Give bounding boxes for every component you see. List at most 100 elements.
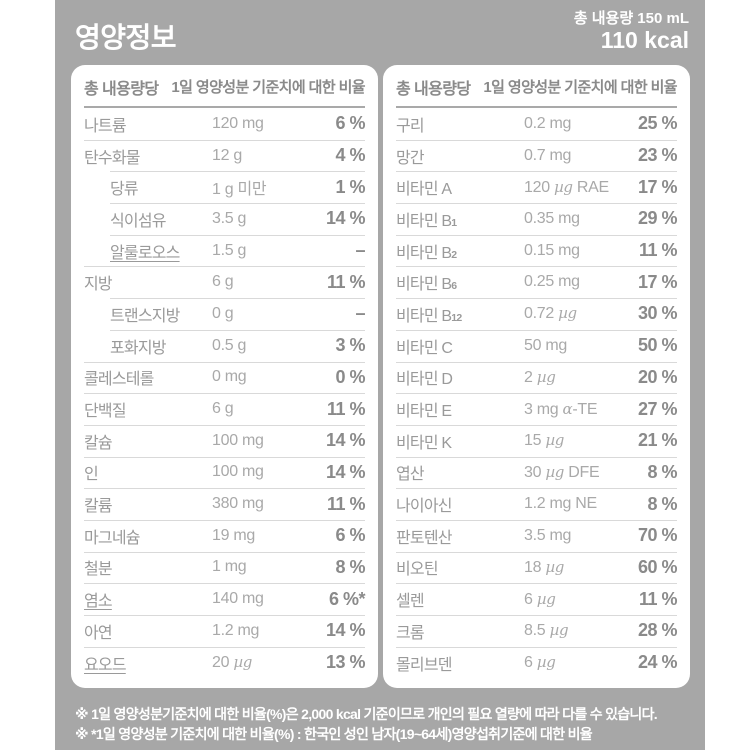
nutrient-dv-percent: 13 % [325, 652, 366, 673]
table-rows-right: 구리 0.2 mg 25 % 망간 0.7 mg 23 % 비타민 A 120 µg RAE 1… [396, 108, 678, 679]
table-row: 비타민 D 2 µg 20 % [396, 361, 678, 394]
calories-value: 110 kcal [600, 27, 689, 53]
table-row: 아연 1.2 mg 14 % [84, 615, 366, 647]
table-row: 요오드 20 µg 13 % [84, 646, 366, 679]
nutrient-dv-percent: 11 % [638, 240, 678, 261]
table-row: 마그네슘 19 mg 6 % [84, 519, 366, 552]
nutrient-amount: 50 mg [524, 336, 567, 354]
nutrient-dv-percent: 60 % [637, 556, 678, 577]
nutrient-dv-percent: 14 % [325, 430, 366, 451]
table-row: 식이섬유 3.5 g 14 % [84, 203, 366, 235]
nutrient-name: 알룰로오스 [110, 244, 180, 262]
nutrient-amount: 0.5 g [212, 336, 247, 354]
nutrient-dv-percent: 14 % [325, 461, 366, 482]
nutrient-amount: 3 mg α-TE [524, 399, 598, 418]
nutrient-amount: 120 µg RAE [524, 177, 609, 196]
table-row: 나이아신 1.2 mg NE 8 % [396, 488, 678, 520]
nutrient-name: 콜레스테롤 [84, 371, 154, 389]
nutrient-amount: 0 g [212, 304, 234, 322]
nutrient-amount: 6 g [212, 273, 234, 291]
nutrient-amount: 2 µg [524, 367, 556, 386]
table-row: 비타민 B12 0.72 µg 30 % [396, 298, 678, 330]
nutrient-name: 칼륨 [84, 498, 113, 516]
nutrient-amount: 19 mg [212, 526, 255, 544]
table-header-right: 총 내용량당 1일 영양성분 기준치에 대한 비율 [396, 67, 678, 108]
nutrient-name: 식이섬유 [110, 212, 166, 230]
nutrient-amount: 140 mg [212, 590, 264, 608]
panel-header: 영양정보 총 내용량 150 mL 110 kcal [55, 0, 705, 63]
nutrient-dv-percent: 8 % [647, 493, 677, 514]
table-row: 당류 1 g 미만 1 % [84, 171, 366, 203]
nutrient-name: 비타민 B1 [396, 212, 457, 230]
nutrient-amount: 1.2 mg NE [524, 495, 597, 513]
nutrient-dv-percent: 28 % [637, 620, 678, 641]
column-header-per-serving: 총 내용량당 [396, 80, 471, 98]
nutrient-name: 단백질 [84, 403, 127, 421]
nutrient-amount: 6 µg [524, 589, 556, 608]
table-header-left: 총 내용량당 1일 영양성분 기준치에 대한 비율 [84, 67, 366, 108]
nutrient-dv-percent: 11 % [638, 588, 678, 609]
total-volume: 총 내용량 150 mL [573, 10, 689, 27]
nutrient-name: 탄수화물 [84, 149, 140, 167]
nutrient-amount: 3.5 mg [524, 526, 572, 544]
nutrient-dv-percent: 25 % [637, 113, 678, 134]
footnote-asterisk: ※ *1일 영양성분 기준치에 대한 비율(%) : 한국인 성인 남자(19~… [75, 725, 593, 742]
table-row: 크롬 8.5 µg 28 % [396, 615, 678, 647]
nutrient-name: 염소 [84, 593, 113, 611]
nutrient-amount: 18 µg [524, 557, 565, 576]
nutrient-dv-percent: 23 % [637, 145, 678, 166]
nutrient-amount: 30 µg DFE [524, 462, 600, 481]
nutrient-dv-percent: 11 % [326, 493, 366, 514]
nutrient-amount: 0.72 µg [524, 304, 577, 323]
table-row: 염소 140 mg 6 %* [84, 583, 366, 615]
nutrient-name: 몰리브덴 [396, 656, 452, 674]
nutrient-name: 요오드 [84, 656, 127, 674]
nutrient-dv-percent: 1 % [335, 176, 365, 197]
nutrient-name: 구리 [396, 117, 425, 135]
nutrient-dv-percent: 17 % [637, 176, 678, 197]
table-row: 비타민 E 3 mg α-TE 27 % [396, 393, 678, 425]
footnotes: ※ 1일 영양성분기준치에 대한 비율(%)은 2,000 kcal 기준이므로… [55, 688, 705, 744]
table-rows-left: 나트륨 120 mg 6 % 탄수화물 12 g 4 % 당류 1 g 미만 1 % 식이섬유 3.… [84, 108, 366, 679]
nutrient-amount: 3.5 g [212, 209, 247, 227]
table-row: 비타민 B1 0.35 mg 29 % [396, 203, 678, 235]
column-header-per-serving: 총 내용량당 [84, 80, 159, 98]
nutrient-name: 비오틴 [396, 561, 439, 579]
nutrition-label-panel: 영양정보 총 내용량 150 mL 110 kcal 총 내용량당 1일 영양성… [55, 0, 705, 750]
table-row: 콜레스테롤 0 mg 0 % [84, 361, 366, 394]
nutrient-name: 크롬 [396, 624, 425, 642]
nutrient-name: 비타민 B12 [396, 307, 462, 325]
nutrient-amount: 0.2 mg [524, 114, 572, 132]
nutrient-name: 지방 [84, 276, 113, 294]
nutrient-amount: 8.5 µg [524, 621, 569, 640]
table-row: 칼슘 100 mg 14 % [84, 424, 366, 457]
nutrient-amount: 120 mg [212, 114, 264, 132]
nutrient-amount: 0 mg [212, 368, 247, 386]
table-row: 철분 1 mg 8 % [84, 551, 366, 584]
nutrient-name: 포화지방 [110, 339, 166, 357]
table-row: 엽산 30 µg DFE 8 % [396, 456, 678, 489]
nutrient-amount: 20 µg [212, 653, 253, 672]
nutrient-amount: 1.2 mg [212, 621, 260, 639]
table-row: 칼륨 380 mg 11 % [84, 488, 366, 520]
table-row: 비오틴 18 µg 60 % [396, 551, 678, 584]
table-row: 몰리브덴 6 µg 24 % [396, 646, 678, 679]
nutrient-name: 아연 [84, 624, 113, 642]
nutrient-amount: 1.5 g [212, 241, 247, 259]
nutrient-name: 나트륨 [84, 117, 127, 135]
nutrient-name: 당류 [110, 181, 139, 199]
nutrient-name: 칼슘 [84, 434, 113, 452]
tables-container: 총 내용량당 1일 영양성분 기준치에 대한 비율 나트륨 120 mg 6 % 탄수… [55, 63, 705, 688]
nutrient-name: 판토텐산 [396, 529, 452, 547]
nutrient-dv-percent: – [355, 303, 365, 324]
nutrient-name: 마그네슘 [84, 529, 140, 547]
nutrient-amount: 6 µg [524, 653, 556, 672]
nutrient-amount: 1 mg [212, 558, 247, 576]
nutrient-dv-percent: 4 % [335, 145, 365, 166]
nutrient-amount: 6 g [212, 400, 234, 418]
serving-info: 총 내용량 150 mL 110 kcal [574, 10, 689, 53]
nutrient-dv-percent: 50 % [637, 335, 678, 356]
nutrient-name: 비타민 C [396, 339, 453, 357]
nutrient-dv-percent: 17 % [637, 271, 678, 292]
nutrient-amount: 0.15 mg [524, 241, 580, 259]
